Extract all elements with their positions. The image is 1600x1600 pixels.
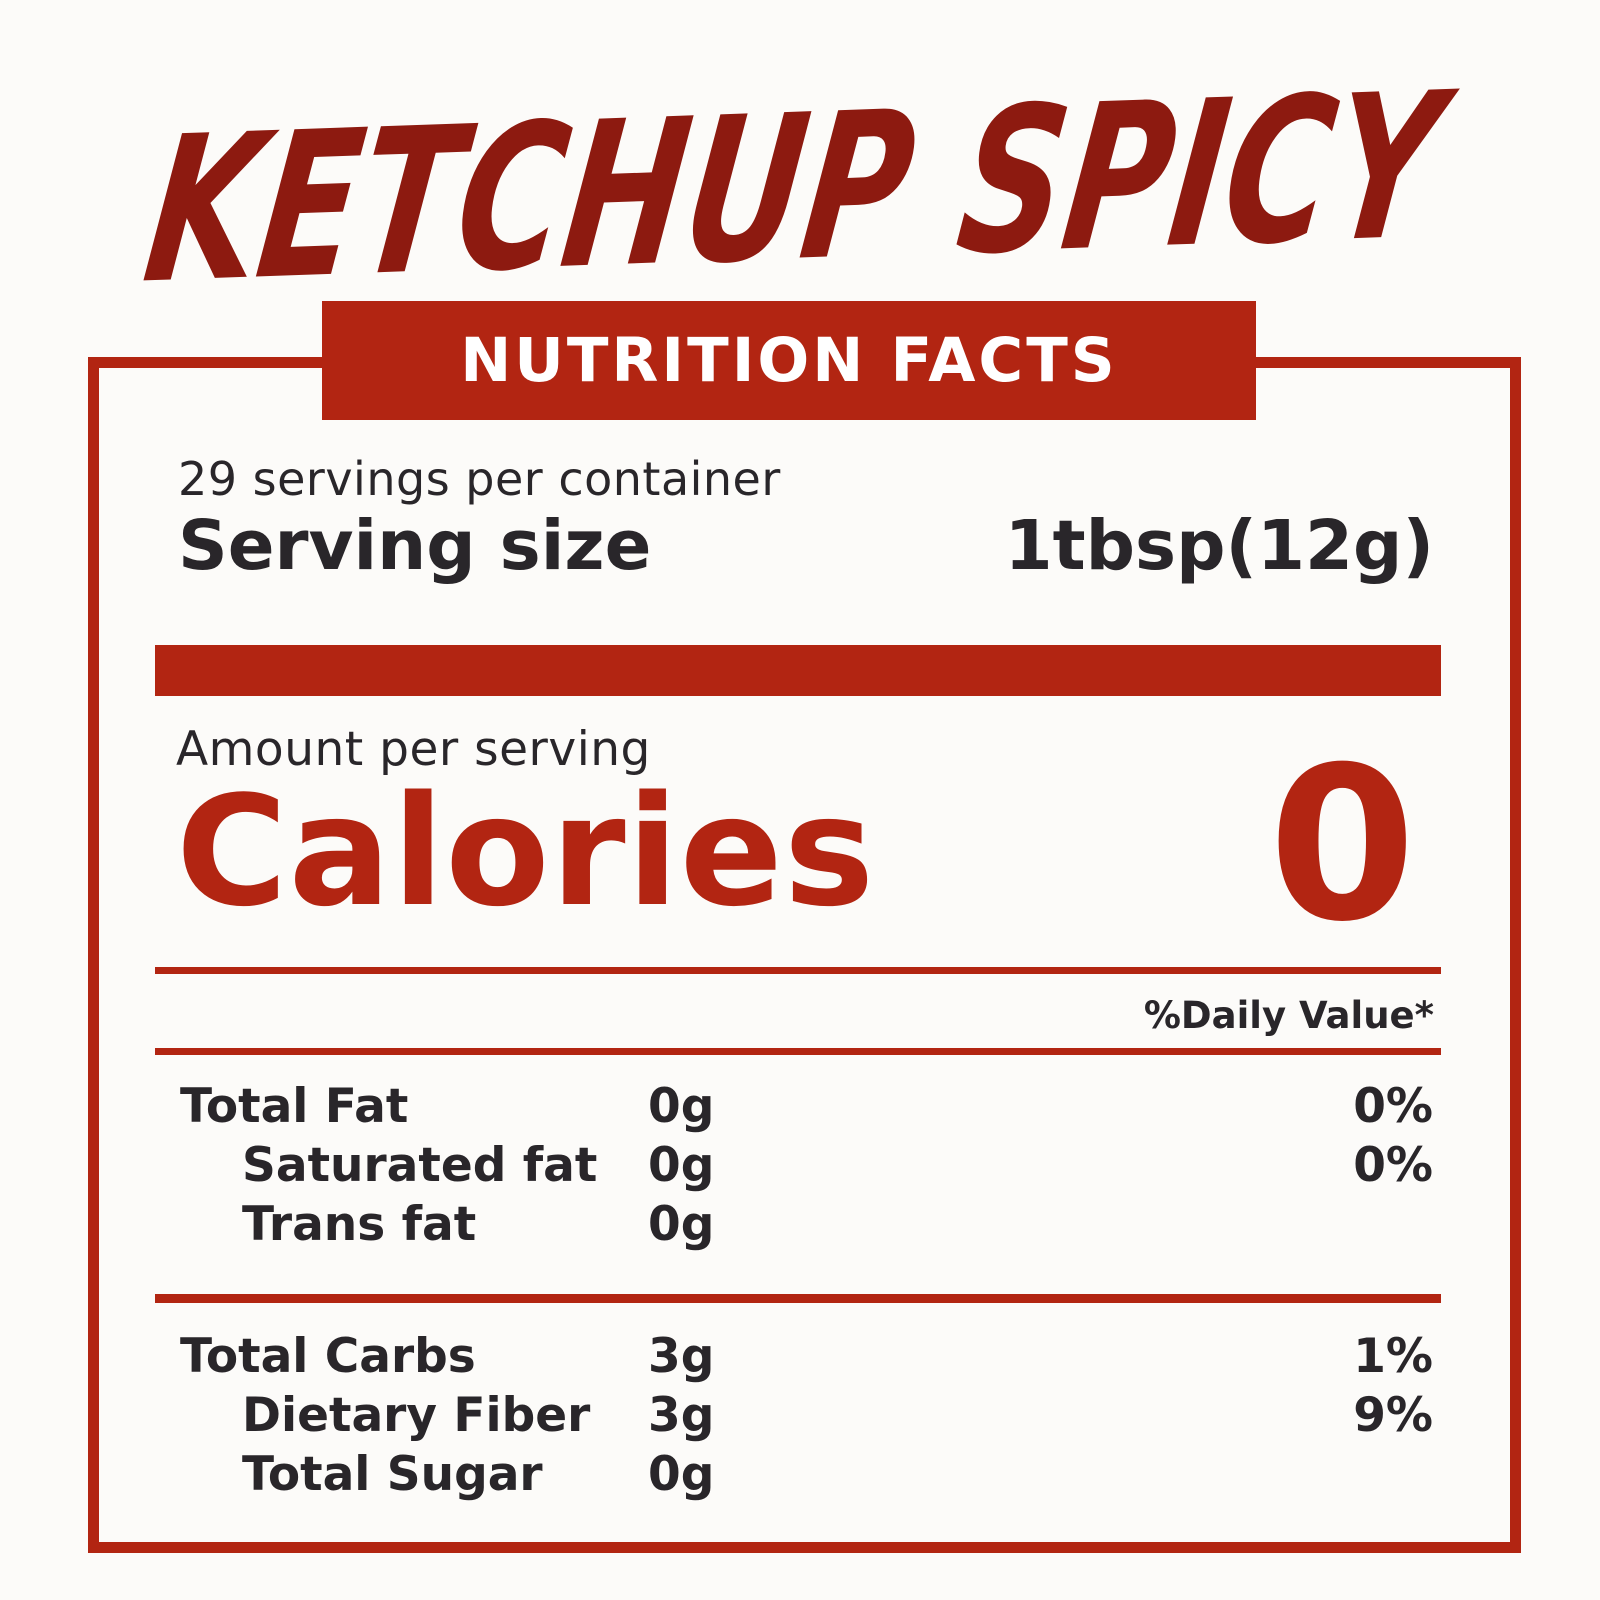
nutrient-daily-value: 0% [1353,1079,1433,1134]
calories-row: Calories 0 [176,721,1416,969]
nutrient-daily-value: 9% [1353,1388,1433,1444]
nutrient-amount: 0g [648,1138,715,1194]
table-row-saturated-fat: Saturated fat 0g 0% [180,1136,1433,1195]
table-row-total-carbs: Total Carbs 3g 1% [180,1327,1433,1386]
calories-label: Calories [176,763,876,941]
nutrient-label: Saturated fat [242,1138,598,1194]
nutrient-label: Trans fat [242,1197,477,1253]
table-row-trans-fat: Trans fat 0g [180,1195,1433,1254]
divider-below-daily-value [155,1048,1441,1055]
table-row-dietary-fiber: Dietary Fiber 3g 9% [180,1386,1433,1445]
nutrient-label: Dietary Fiber [242,1388,591,1444]
serving-size-label: Serving size [178,506,652,586]
nutrition-facts-banner-label: NUTRITION FACTS [460,325,1118,396]
nutrient-amount: 0g [648,1079,715,1134]
product-title-text: KETCHUP SPICY [135,49,1465,310]
nutrient-label: Total Sugar [242,1447,543,1503]
nutrient-label: Total Carbs [180,1329,476,1384]
nutrient-amount: 3g [648,1329,715,1384]
carbs-section: Total Carbs 3g 1% Dietary Fiber 3g 9% To… [180,1327,1433,1505]
thick-red-bar [155,645,1441,696]
table-row-total-fat: Total Fat 0g 0% [180,1077,1433,1136]
divider-between-sections [155,1294,1441,1303]
nutrition-facts-banner: NUTRITION FACTS [322,301,1256,420]
divider-above-daily-value [155,967,1441,974]
table-row-total-sugar: Total Sugar 0g [180,1445,1433,1504]
nutrient-daily-value: 1% [1353,1329,1433,1384]
product-title-script: KETCHUP SPICY [135,49,1465,310]
nutrient-label: Total Fat [180,1079,409,1134]
serving-size-value: 1tbsp(12g) [1004,506,1434,586]
fat-section: Total Fat 0g 0% Saturated fat 0g 0% Tran… [180,1077,1433,1255]
amount-per-serving-label: Amount per serving [176,722,651,777]
nutrition-facts-box [88,357,1521,1553]
calories-value: 0 [1268,721,1416,969]
nutrient-amount: 3g [648,1388,715,1444]
servings-per-container: 29 servings per container [178,452,781,506]
nutrient-amount: 0g [648,1447,715,1503]
nutrient-amount: 0g [648,1197,715,1253]
daily-value-header: %Daily Value* [1143,994,1434,1037]
nutrient-daily-value: 0% [1353,1138,1433,1194]
serving-size-row: Serving size 1tbsp(12g) [178,506,1434,586]
